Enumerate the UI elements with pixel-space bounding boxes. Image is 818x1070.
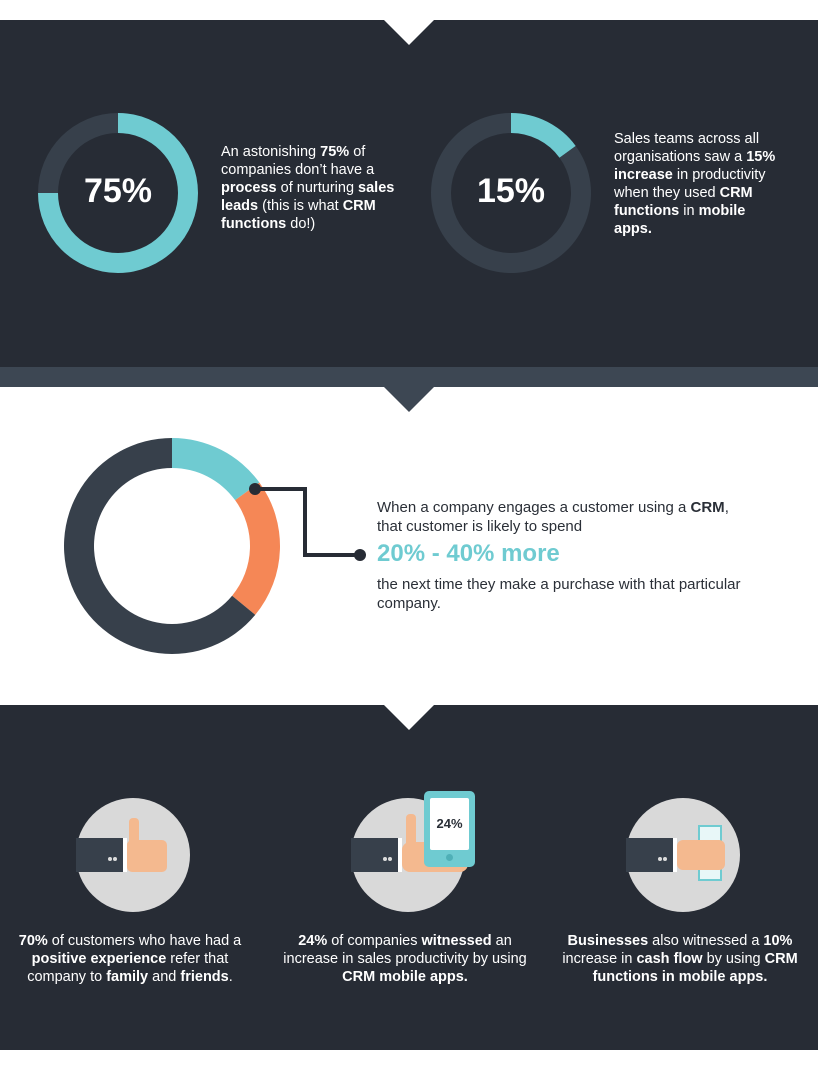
connector-line <box>255 487 360 557</box>
connector-dot <box>354 549 366 561</box>
thumb <box>129 818 139 846</box>
donut-spend-segment <box>63 438 256 654</box>
stat3-text-after: the next time they make a purchase with … <box>377 576 741 612</box>
stat3-highlight: 20% - 40% more <box>377 540 560 567</box>
phone-button <box>446 854 453 861</box>
text-segment: Sales teams across all organisations saw… <box>614 131 760 165</box>
stat1-text: An astonishing 75% of companies don’t ha… <box>221 143 406 233</box>
text-segment: 15% increase <box>614 149 776 183</box>
text-segment: increase in <box>562 951 637 967</box>
text-segment: friends <box>180 969 229 985</box>
button-dot <box>658 857 662 861</box>
text-segment: When a company engages a customer using … <box>377 499 691 516</box>
donut-75-segment <box>38 113 118 193</box>
text-segment: Businesses <box>567 933 649 949</box>
text-segment: of nurturing <box>276 180 359 196</box>
text-segment: positive experience <box>31 951 167 967</box>
cuff <box>123 838 127 872</box>
arrow-pointer <box>384 705 434 730</box>
text-segment: process <box>221 180 277 196</box>
text-segment: witnessed <box>421 933 492 949</box>
donut-75-label: 75% <box>83 172 153 210</box>
text-segment: also witnessed a <box>648 933 764 949</box>
phone-label: 24% <box>430 798 469 850</box>
cuff <box>398 838 402 872</box>
arrow-pointer <box>384 387 434 412</box>
text-segment: CRM functions <box>221 198 376 232</box>
text-segment: an increase in sales productivity by usi… <box>283 933 527 967</box>
thumbs-up-icon <box>127 840 167 872</box>
text-segment: by using <box>702 951 765 967</box>
button-dot <box>108 857 112 861</box>
sleeve <box>626 838 673 872</box>
divider-band <box>0 367 818 387</box>
phone-icon: 24% <box>424 791 475 867</box>
button-dot <box>388 857 392 861</box>
connector-dot <box>249 483 261 495</box>
text-segment: (this is what <box>258 198 343 214</box>
top-section <box>0 20 818 367</box>
bottom-stat-3-text: Businesses also witnessed a 10% increase… <box>555 932 805 986</box>
text-segment: CRM functions in mobile apps. <box>592 951 798 985</box>
text-segment: of companies <box>327 933 422 949</box>
bottom-stat-1-text: 70% of customers who have had a positive… <box>5 932 255 986</box>
button-dot <box>383 857 387 861</box>
text-segment: . <box>228 969 233 985</box>
text-segment: CRM <box>690 499 725 516</box>
text-segment: An astonishing <box>221 144 321 160</box>
text-segment: , that customer is likely to spend <box>377 499 729 535</box>
button-dot <box>663 857 667 861</box>
text-segment: sales leads <box>221 180 395 214</box>
donut-spend-segment <box>172 438 260 501</box>
arrow-pointer <box>384 20 434 45</box>
text-segment: 70% <box>18 933 48 949</box>
button-dot <box>113 857 117 861</box>
text-segment: of companies don’t have a <box>221 144 375 178</box>
text-segment: refer that company to <box>27 951 229 985</box>
stat2-text: Sales teams across all organisations saw… <box>614 130 784 238</box>
donut-15-segment <box>511 113 576 158</box>
bottom-stat-2-text: 24% of companies witnessed an increase i… <box>280 932 530 986</box>
text-segment: and <box>148 969 181 985</box>
thumb <box>406 814 416 848</box>
text-segment: of customers who have had a <box>47 933 242 949</box>
text-segment: do!) <box>286 216 316 232</box>
hand <box>677 840 725 870</box>
text-segment: 75% <box>320 144 350 160</box>
text-segment: 24% <box>298 933 328 949</box>
cuff <box>673 838 677 872</box>
sleeve <box>351 838 398 872</box>
text-segment: in <box>679 203 699 219</box>
text-segment: CRM functions <box>614 185 753 219</box>
sleeve <box>76 838 123 872</box>
text-segment: family <box>106 969 149 985</box>
donut-spend-segment <box>232 482 280 615</box>
donut-15-label: 15% <box>476 172 546 210</box>
stat3-text: When a company engages a customer using … <box>377 498 757 536</box>
text-segment: CRM mobile apps. <box>342 969 468 985</box>
text-segment: in productivity when they used <box>614 167 766 201</box>
text-segment: cash flow <box>636 951 703 967</box>
text-segment: 10% <box>763 933 793 949</box>
text-segment: mobile apps. <box>614 203 746 237</box>
